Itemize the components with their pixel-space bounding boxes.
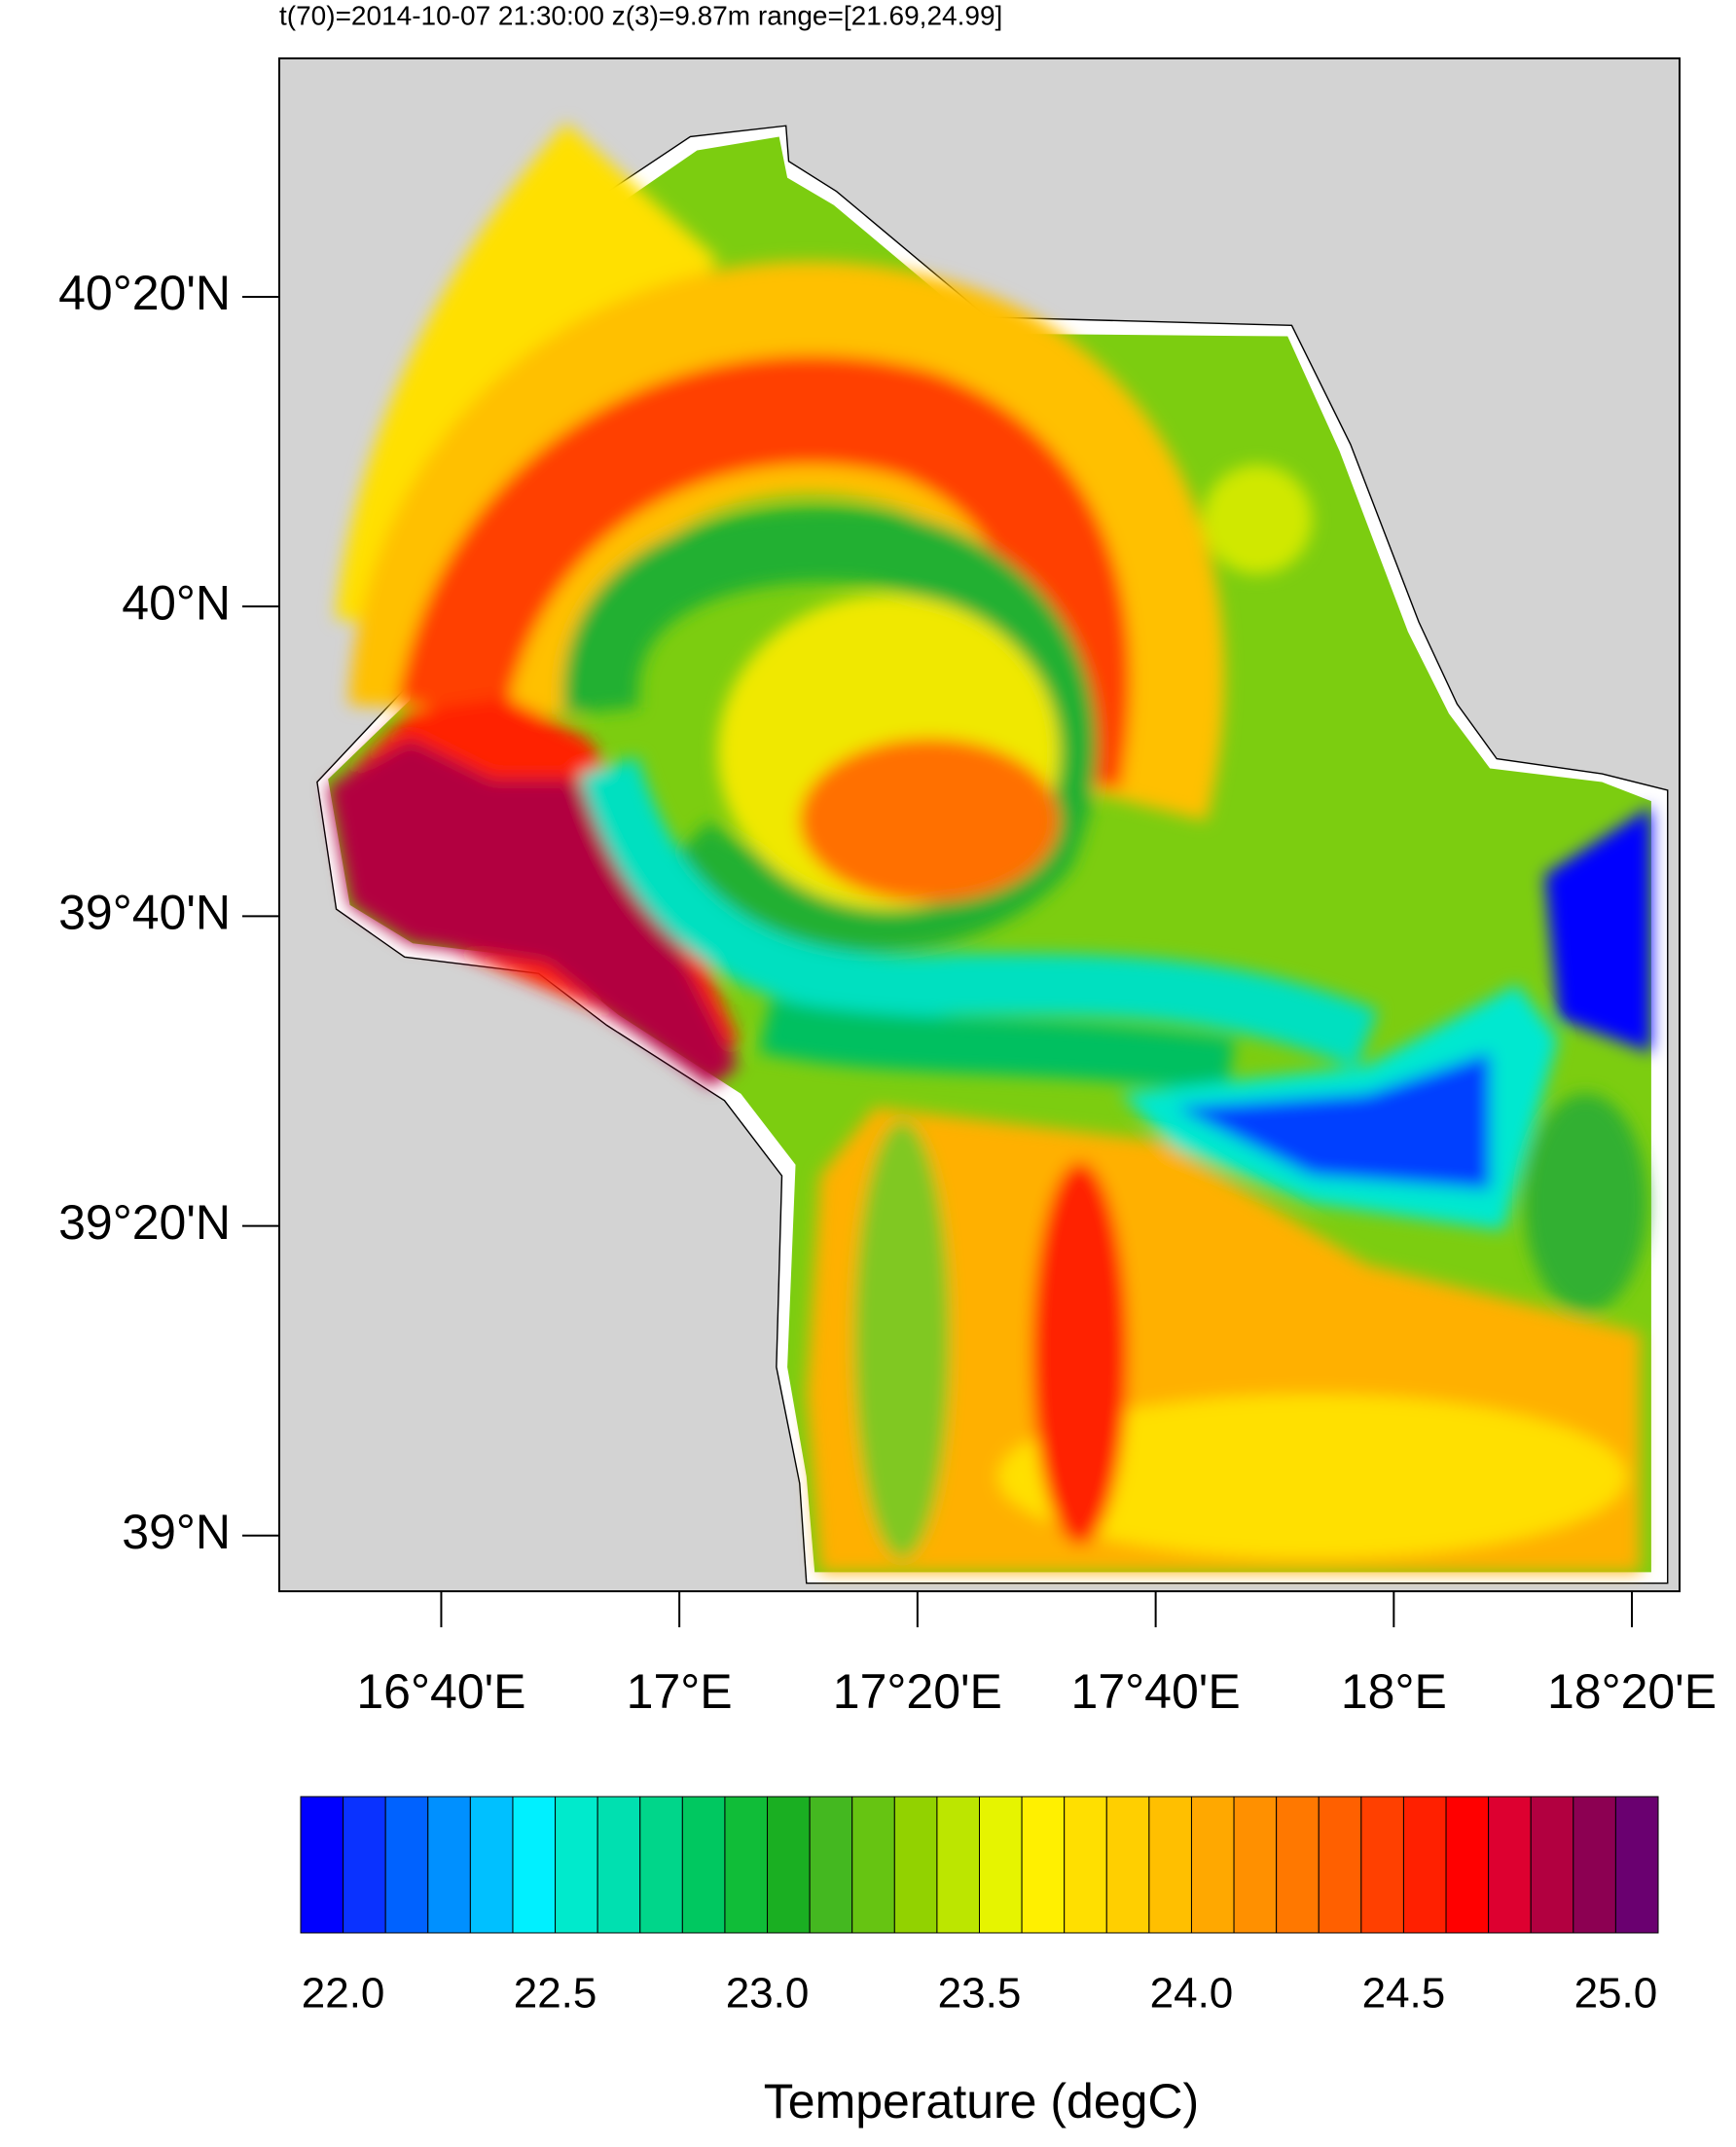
- x-tick-label: 17°20'E: [833, 1664, 1002, 1719]
- colorbar-tick-label: 25.0: [1574, 1970, 1658, 2018]
- colorbar-box: [1276, 1796, 1320, 1934]
- y-tick-label: 40°20'N: [58, 266, 231, 320]
- y-tick-label: 39°20'N: [58, 1195, 231, 1250]
- colorbar-box: [343, 1796, 386, 1934]
- colorbar-box: [1573, 1796, 1616, 1934]
- colorbar-box: [1233, 1796, 1278, 1934]
- x-tick-label: 17°40'E: [1071, 1664, 1241, 1719]
- colorbar-box: [1148, 1796, 1192, 1934]
- colorbar-box: [300, 1796, 344, 1934]
- colorbar-box: [1318, 1796, 1362, 1934]
- plot-title: t(70)=2014-10-07 21:30:00 z(3)=9.87m ran…: [279, 0, 1002, 30]
- map-frame: [278, 57, 1681, 1592]
- colorbar-box: [427, 1796, 471, 1934]
- colorbar-box: [597, 1796, 641, 1934]
- colorbar-box: [724, 1796, 769, 1934]
- colorbar-box: [681, 1796, 726, 1934]
- colorbar-box: [1614, 1796, 1659, 1934]
- colorbar-box: [512, 1796, 557, 1934]
- x-tick-label: 16°40'E: [356, 1664, 525, 1719]
- colorbar-tick-label: 24.0: [1150, 1970, 1234, 2018]
- colorbar-box: [979, 1796, 1023, 1934]
- colorbar-title: Temperature (degC): [764, 2074, 1199, 2129]
- y-tick-label: 40°N: [122, 575, 231, 630]
- colorbar-box: [555, 1796, 598, 1934]
- colorbar-box: [1402, 1796, 1447, 1934]
- y-tick-label: 39°N: [122, 1505, 231, 1559]
- colorbar-box: [1488, 1796, 1532, 1934]
- colorbar-box: [893, 1796, 938, 1934]
- colorbar-box: [1190, 1796, 1235, 1934]
- x-tick-label: 17°E: [627, 1664, 733, 1719]
- colorbar-box: [767, 1796, 811, 1934]
- temperature-field: [316, 123, 1669, 1584]
- colorbar-box: [1064, 1796, 1107, 1934]
- y-tick-label: 39°40'N: [58, 886, 231, 940]
- x-tick-label: 18°E: [1341, 1664, 1447, 1719]
- colorbar-box: [639, 1796, 683, 1934]
- colorbar-box: [851, 1796, 895, 1934]
- colorbar-tick-label: 22.0: [302, 1970, 385, 2018]
- colorbar-box: [384, 1796, 429, 1934]
- x-tick-label: 18°20'E: [1547, 1664, 1717, 1719]
- colorbar-box: [1105, 1796, 1150, 1934]
- colorbar-box: [936, 1796, 980, 1934]
- colorbar-box: [809, 1796, 853, 1934]
- colorbar-tick-label: 23.0: [726, 1970, 810, 2018]
- colorbar-tick-label: 24.5: [1362, 1970, 1446, 2018]
- colorbar-box: [469, 1796, 514, 1934]
- colorbar-box: [1360, 1796, 1404, 1934]
- colorbar-box: [1445, 1796, 1490, 1934]
- colorbar-box: [1021, 1796, 1066, 1934]
- colorbar-tick-label: 23.5: [938, 1970, 1022, 2018]
- colorbar-box: [1530, 1796, 1574, 1934]
- colorbar-tick-label: 22.5: [514, 1970, 597, 2018]
